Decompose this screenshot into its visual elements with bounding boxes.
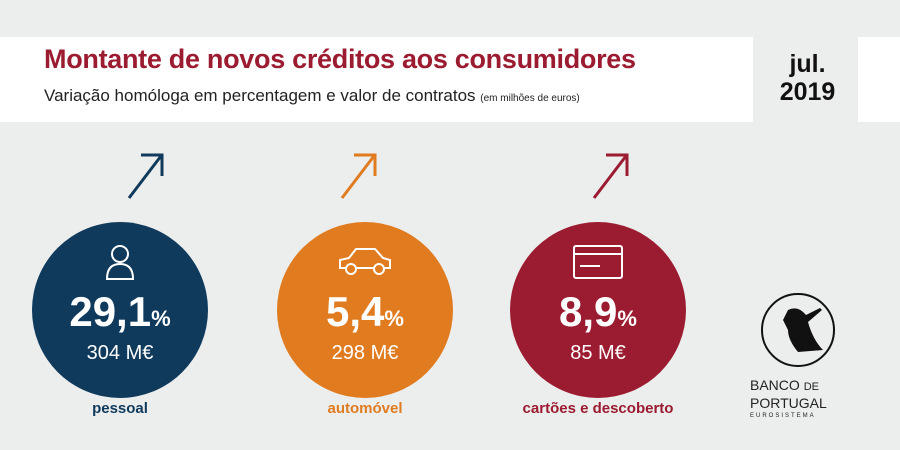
unit-note: (em milhões de euros) [480,93,580,104]
car-icon [339,248,391,275]
logo-text: PORTUGAL [750,395,827,411]
banco-de-portugal-logo: BANCO DE PORTUGAL EUROSISTEMA [750,290,870,419]
change-number: 29,1 [69,288,152,335]
label-pessoal: pessoal [92,400,148,417]
logo-text: BANCO [750,377,800,393]
date-year: 2019 [779,78,836,106]
arrow-up-icon [340,153,377,199]
arrow-up-icon [592,153,629,199]
page-title: Montante de novos créditos aos consumido… [44,44,636,74]
circle-automovel: 5,4% 298 M€ [277,222,453,398]
percent-sign: % [151,306,171,331]
date: jul. 2019 [760,50,855,106]
change-value: 5,4% [277,288,453,336]
label-automovel: automóvel [327,400,403,417]
card-icon [573,245,623,279]
circle-cartoes: 8,9% 85 M€ [510,222,686,398]
subtitle: Variação homóloga em percentagem e valor… [44,86,580,106]
circle-pessoal: 29,1% 304 M€ [32,222,208,398]
logo-text: EUROSISTEMA [750,413,816,419]
logo-emblem-icon [761,293,835,367]
change-value: 29,1% [32,288,208,336]
amount: 85 M€ [570,342,626,364]
person-icon [105,245,135,280]
amount: 304 M€ [86,342,154,364]
percent-sign: % [384,306,404,331]
change-number: 5,4 [326,288,385,335]
amount: 298 M€ [331,342,399,364]
subtitle-text: Variação homóloga em percentagem e valor… [44,86,476,105]
banner-right [858,37,900,122]
date-month: jul. [789,50,826,78]
arrow-up-icon [127,153,164,199]
change-value: 8,9% [510,288,686,336]
change-number: 8,9 [559,288,618,335]
title-banner [0,37,753,122]
percent-sign: % [617,306,637,331]
label-cartoes: cartões e descoberto [522,400,674,417]
logo-text: DE [803,381,819,393]
